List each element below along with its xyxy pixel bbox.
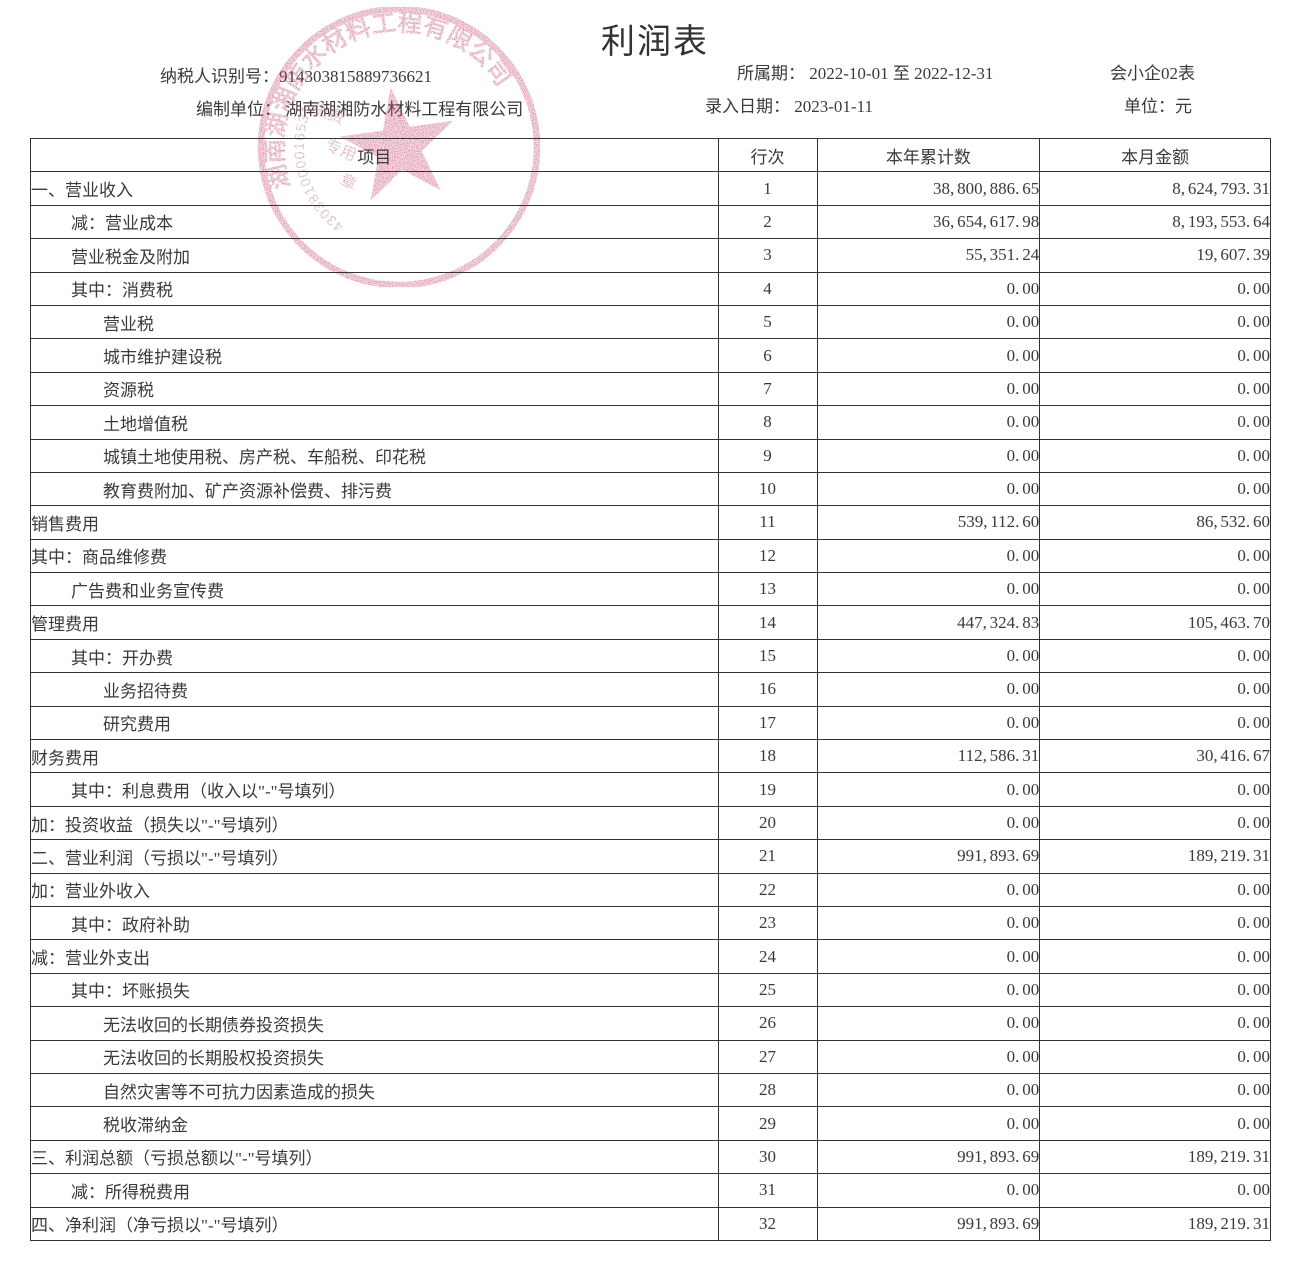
svg-text:缴费: 缴费 [310,99,346,128]
